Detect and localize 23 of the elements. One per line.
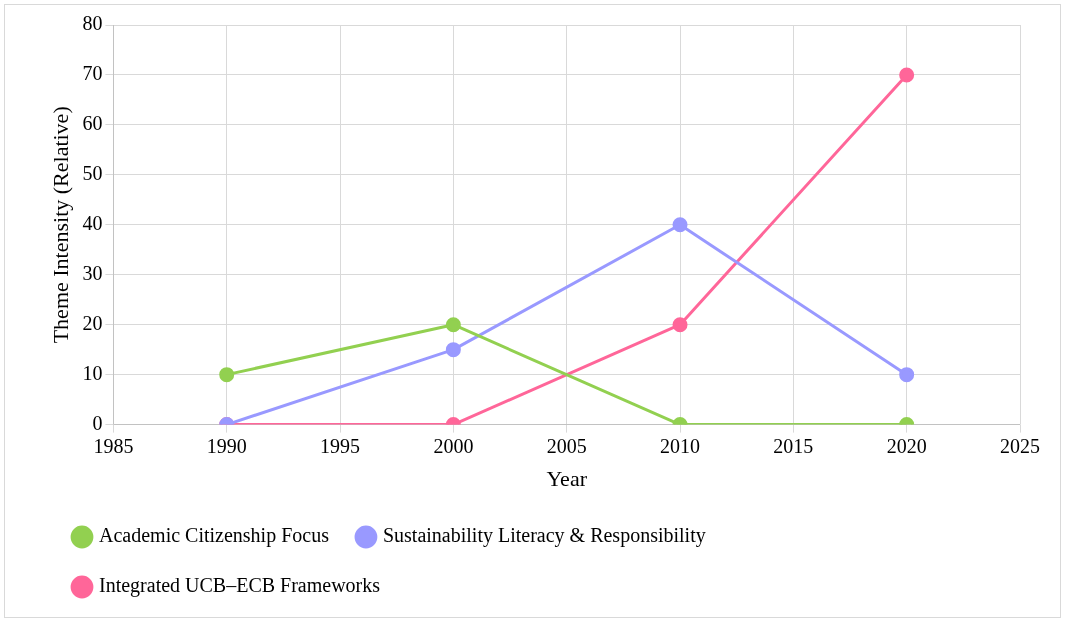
- x-tick-label: 1985: [93, 434, 134, 457]
- legend-label: Academic Citizenship Focus: [99, 524, 330, 548]
- y-tick-label: 20: [82, 311, 103, 334]
- legend-label: Sustainability Literacy & Responsibility: [382, 524, 706, 548]
- x-tick-label: 2020: [886, 434, 927, 457]
- y-tick-label: 60: [82, 112, 103, 135]
- y-tick-label: 30: [82, 262, 103, 284]
- legend-label: Integrated UCB–ECB Frameworks: [99, 574, 381, 598]
- x-tick-label: 2000: [433, 434, 474, 457]
- y-tick-label: 0: [92, 411, 103, 434]
- y-tick-label: 50: [82, 162, 103, 185]
- x-tick-label: 2005: [546, 434, 587, 457]
- x-tick-label: 2010: [660, 434, 701, 457]
- y-tick-label: 10: [82, 361, 103, 384]
- x-tick-label: 1990: [206, 434, 247, 457]
- y-tick-label: 70: [82, 62, 103, 85]
- x-tick-label: 2015: [773, 434, 814, 457]
- x-tick-label: 2025: [1000, 434, 1040, 457]
- y-axis-title: Theme Intensity (Relative): [47, 106, 73, 344]
- y-tick-label: 40: [82, 212, 103, 235]
- x-tick-label: 1995: [320, 434, 361, 457]
- y-tick-label: 80: [82, 12, 103, 35]
- x-axis-title: Year: [546, 465, 588, 491]
